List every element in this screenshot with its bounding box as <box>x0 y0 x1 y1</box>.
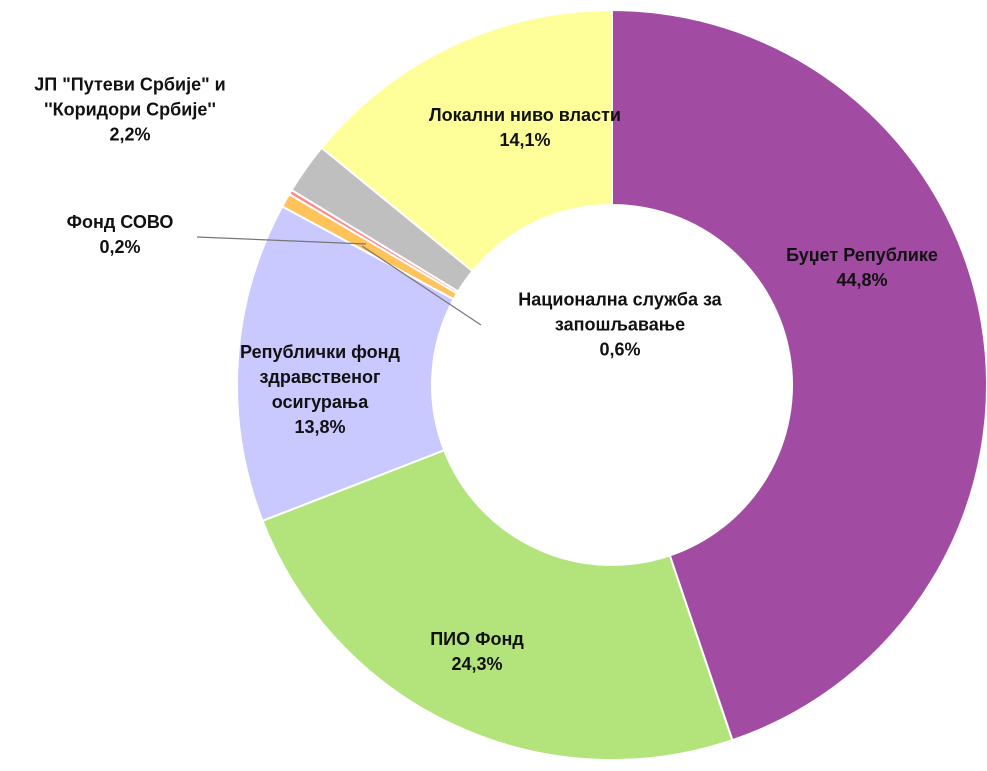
data-label: Фонд СОВО 0,2% <box>20 210 220 260</box>
data-label: Републички фонд здравственог осигурања 13… <box>213 340 428 440</box>
label-value: 14,1% <box>499 130 551 150</box>
data-label: Национална служба за запошљавање 0,6% <box>478 288 763 363</box>
data-label: Локални ниво власти 14,1% <box>395 103 655 153</box>
leader-line <box>196 236 367 245</box>
label-name: Национална служба за запошљавање <box>518 289 722 335</box>
label-value: 0,2% <box>99 237 141 257</box>
label-value: 0,6% <box>599 339 641 360</box>
label-name: Буџет Републике <box>786 245 938 265</box>
label-name: Републички фонд здравственог осигурања <box>240 342 400 412</box>
label-value: 2,2% <box>109 124 151 145</box>
leader-line <box>361 245 482 326</box>
label-name: Локални ниво власти <box>429 105 621 125</box>
label-name: Фонд СОВО <box>66 212 174 232</box>
label-value: 13,8% <box>294 417 346 437</box>
slice <box>236 205 456 523</box>
label-name: ЈП "Путеви Србије" и ''Коридори Србије'' <box>34 74 226 120</box>
data-label: ЈП "Путеви Србије" и ''Коридори Србије''… <box>5 73 255 148</box>
slice <box>611 8 987 742</box>
data-label: ПИО Фонд 24,3% <box>377 627 577 677</box>
slices <box>236 8 987 761</box>
label-value: 24,3% <box>451 654 503 674</box>
slice <box>261 448 734 761</box>
label-name: ПИО Фонд <box>430 629 524 649</box>
slice <box>320 8 613 273</box>
label-value: 44,8% <box>836 270 888 290</box>
data-label: Буџет Републике 44,8% <box>752 243 972 293</box>
